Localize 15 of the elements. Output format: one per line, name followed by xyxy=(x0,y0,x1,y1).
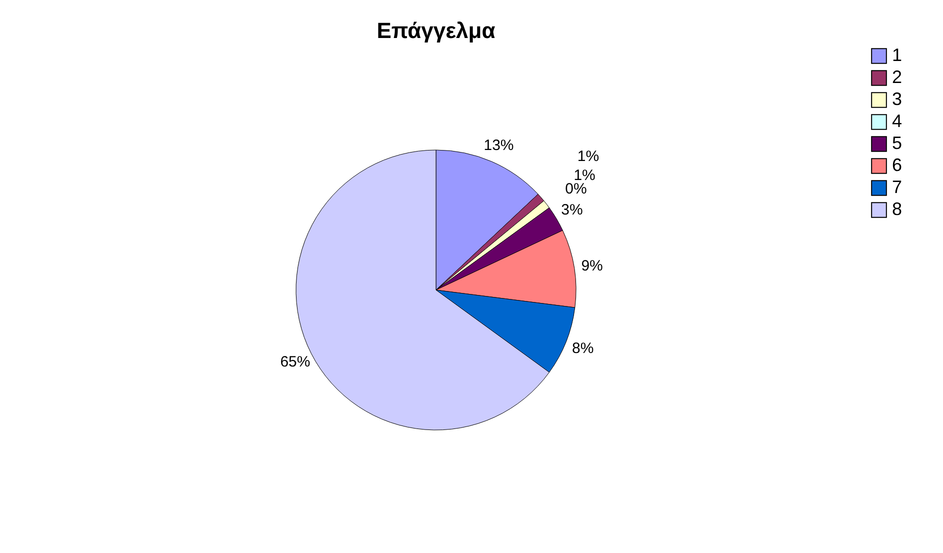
data-label: 8% xyxy=(572,340,594,358)
legend-label: 6 xyxy=(892,155,902,175)
legend-label: 4 xyxy=(892,111,902,131)
legend-label: 5 xyxy=(892,133,902,153)
legend-label: 8 xyxy=(892,199,902,219)
data-label: 13% xyxy=(484,136,514,154)
data-label: 9% xyxy=(581,257,603,274)
legend-label: 3 xyxy=(892,89,902,109)
data-label: 65% xyxy=(280,354,310,371)
legend-label: 1 xyxy=(892,45,902,65)
legend-label: 7 xyxy=(892,177,902,197)
data-label: 3% xyxy=(561,202,583,219)
chart-title: Επάγγελμα xyxy=(376,18,496,43)
data-label: 1% xyxy=(577,148,600,165)
legend-label: 2 xyxy=(892,67,902,87)
